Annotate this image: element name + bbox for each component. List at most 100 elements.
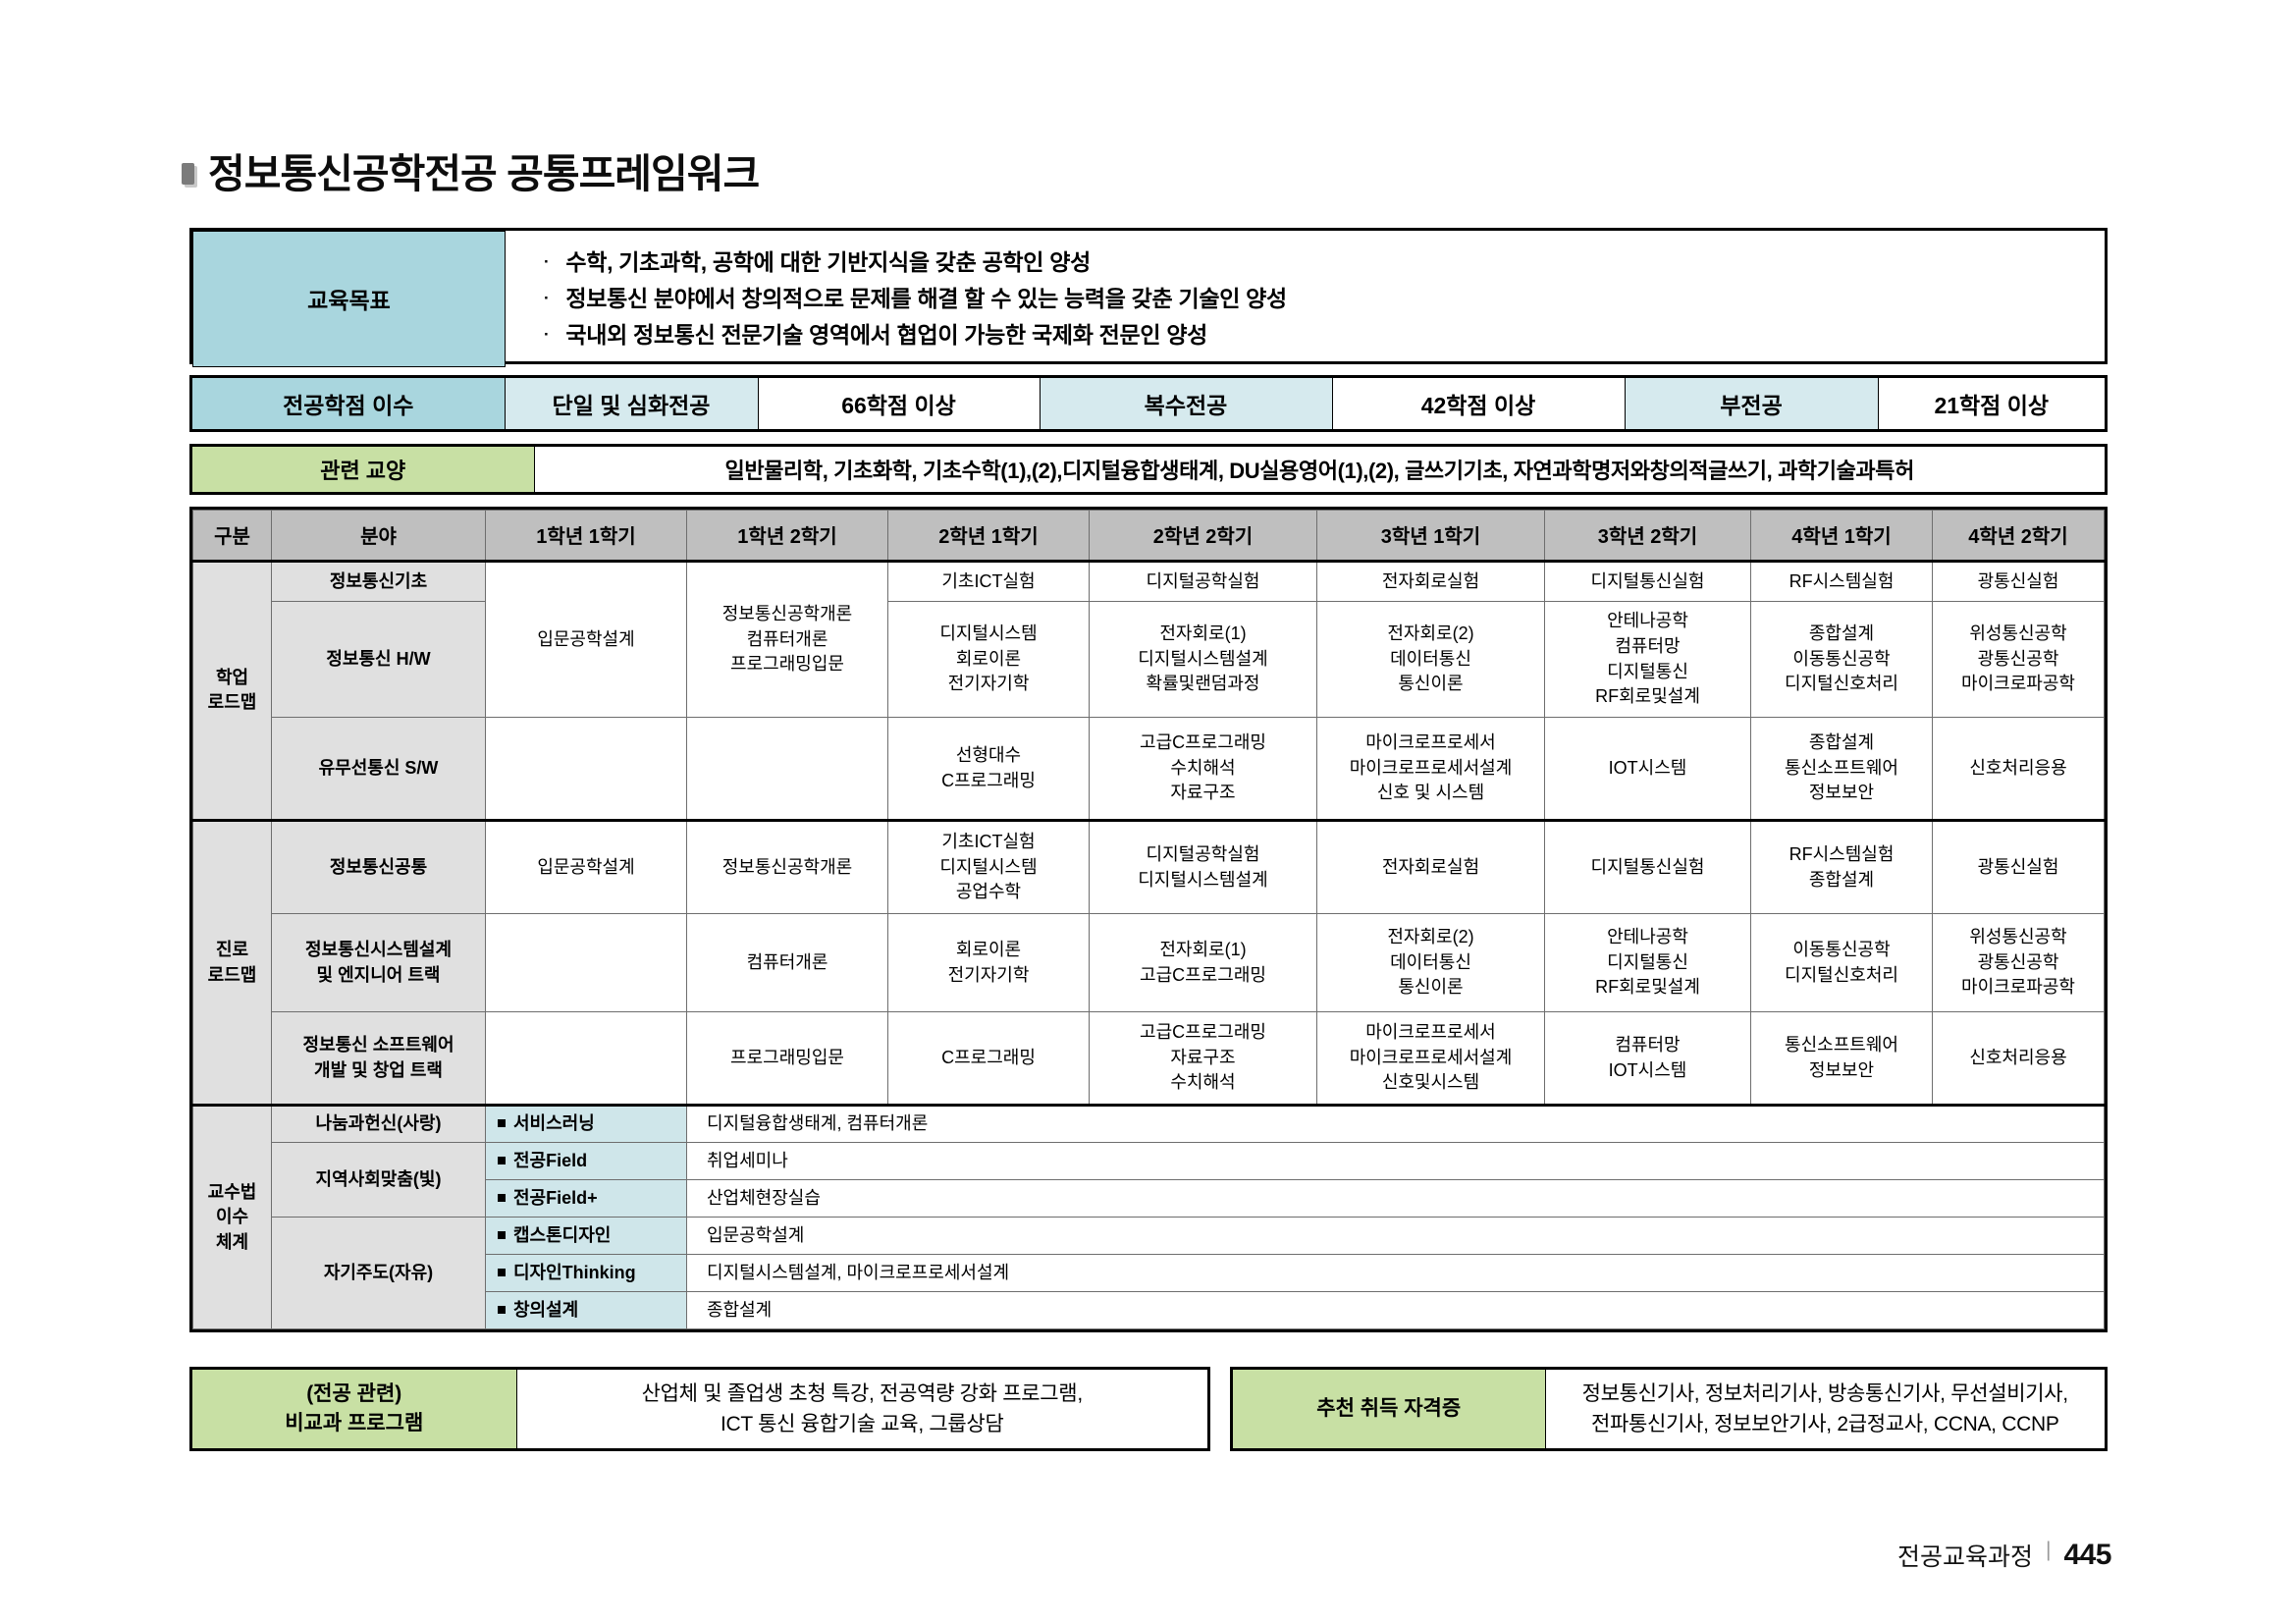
page-title-text: 정보통신공학전공 공통프레임워크 (208, 151, 760, 196)
course-cell: C프로그래밍 (887, 1011, 1090, 1107)
course-cell: 회로이론 전기자기학 (887, 913, 1090, 1012)
credits-entry-name: 부전공 (1625, 378, 1879, 429)
liberal-arts-label: 관련 교양 (192, 447, 535, 492)
field-label-software-track: 정보통신 소프트웨어 개발 및 창업 트랙 (271, 1011, 486, 1107)
label-line: (전공 관련) (306, 1381, 402, 1405)
extracurricular-label: (전공 관련) 비교과 프로그램 (192, 1370, 517, 1448)
group-label-academic-roadmap: 학업 로드맵 (192, 559, 272, 822)
table-row: 정보통신시스템설계 및 엔지니어 트랙 컴퓨터개론 회로이론 전기자기학 전자회… (193, 913, 2105, 1012)
field-label-ict-basics: 정보통신기초 (271, 559, 486, 603)
goal-bullet-icon: · (544, 288, 550, 307)
course-cell: 디지털공학실험 디지털시스템설계 (1089, 819, 1317, 914)
liberal-arts-value: 일반물리학, 기초화학, 기초수학(1),(2),디지털융합생태계, DU실용영… (724, 459, 1915, 483)
credits-entry-value: 42학점 이상 (1332, 378, 1626, 429)
teaching-method-courses: 산업체현장실습 (686, 1179, 2105, 1218)
course-cell: 전자회로(1) 고급C프로그래밍 (1089, 913, 1317, 1012)
teaching-method-courses: 디지털융합생태계, 컴퓨터개론 (686, 1104, 2105, 1143)
certificates-table: 추천 취득 자격증 정보통신기사, 정보처리기사, 방송통신기사, 무선설비기사… (1230, 1367, 2108, 1451)
teaching-method-label: 전공Field (513, 1150, 588, 1170)
teaching-method-name: 전공Field+ (485, 1179, 687, 1218)
course-cell: 입문공학설계 (485, 559, 687, 719)
education-goal-item: · 수학, 기초과학, 공학에 대한 기반지식을 갖춘 공학인 양성 (544, 244, 2104, 281)
course-cell: 고급C프로그래밍 자료구조 수치해석 (1089, 1011, 1317, 1107)
course-cell: 디지털공학실험 (1089, 559, 1317, 603)
certificates-grid: 추천 취득 자격증 정보통신기사, 정보처리기사, 방송통신기사, 무선설비기사… (1233, 1370, 2105, 1448)
footer-page-number: 445 (2063, 1539, 2111, 1571)
course-cell (485, 1011, 687, 1107)
square-bullet-icon (498, 1268, 506, 1276)
course-cell: 선형대수 C프로그래밍 (887, 717, 1090, 821)
teaching-method-name: 서비스러닝 (485, 1104, 687, 1143)
table-row: 디자인Thinking 디지털시스템설계, 마이크로프로세서설계 (193, 1254, 2105, 1292)
teaching-category-self-directed: 자기주도(자유) (271, 1217, 486, 1329)
goal-text: 정보통신 분야에서 창의적으로 문제를 해결 할 수 있는 능력을 갖춘 기술인… (565, 285, 1287, 311)
course-cell (686, 717, 888, 821)
table-row: 진로 로드맵 정보통신공통 입문공학설계 정보통신공학개론 기초ICT실험 디지… (192, 819, 2105, 1106)
course-cell: 통신소프트웨어 정보보안 (1750, 1011, 1933, 1107)
square-bullet-icon (498, 1119, 506, 1128)
course-cell: 마이크로프로세서 마이크로프로세서설계 신호 및 시스템 (1316, 717, 1545, 821)
course-cell: 종합설계 이동통신공학 디지털신호처리 (1750, 601, 1933, 718)
education-goals-list: · 수학, 기초과학, 공학에 대한 기반지식을 갖춘 공학인 양성 · 정보통… (507, 233, 2104, 366)
course-cell: 신호처리응용 (1932, 717, 2105, 821)
course-cell: 안테나공학 컴퓨터망 디지털통신 RF회로및설계 (1544, 601, 1751, 718)
bullet-square-icon (182, 163, 194, 185)
certificates-label: 추천 취득 자격증 (1233, 1370, 1546, 1448)
col-header-y1s1: 1학년 1학기 (485, 510, 687, 562)
teaching-method-label: 전공Field+ (513, 1187, 598, 1208)
teaching-method-courses: 종합설계 (686, 1291, 2105, 1329)
course-cell: 고급C프로그래밍 수치해석 자료구조 (1089, 717, 1317, 821)
extracurricular-grid: (전공 관련) 비교과 프로그램 산업체 및 졸업생 초청 특강, 전공역량 강… (192, 1370, 1207, 1448)
group-label-career-roadmap: 진로 로드맵 (192, 819, 272, 1106)
teaching-method-courses: 디지털시스템설계, 마이크로프로세서설계 (686, 1254, 2105, 1292)
course-cell: RF시스템실험 종합설계 (1750, 819, 1933, 914)
course-cell: 광통신실험 (1932, 819, 2105, 914)
course-cell: 전자회로실험 (1316, 559, 1545, 603)
square-bullet-icon (498, 1230, 506, 1239)
course-cell: 입문공학설계 (485, 819, 687, 914)
course-cell: 광통신실험 (1932, 559, 2105, 603)
table-row: 교수법 이수 체계 나눔과헌신(사랑) 서비스러닝 디지털융합생태계, 컴퓨터개… (192, 1104, 2105, 1329)
course-cell: 기초ICT실험 디지털시스템 공업수학 (887, 819, 1090, 914)
course-line: 정보통신공학개론 컴퓨터개론 프로그래밍입문 (721, 604, 853, 675)
teaching-method-name: 디자인Thinking (485, 1254, 687, 1292)
square-bullet-icon (498, 1305, 506, 1314)
page-title: 정보통신공학전공 공통프레임워크 (182, 140, 760, 199)
credits-entry-name: 단일 및 심화전공 (505, 378, 759, 429)
goal-text: 수학, 기초과학, 공학에 대한 기반지식을 갖춘 공학인 양성 (565, 248, 1091, 275)
table-row: 창의설계 종합설계 (193, 1291, 2105, 1329)
teaching-method-name: 캡스톤디자인 (485, 1217, 687, 1255)
teaching-method-label: 창의설계 (513, 1299, 579, 1320)
col-header-y2s1: 2학년 1학기 (887, 510, 1090, 562)
course-cell: RF시스템실험 (1750, 559, 1933, 603)
field-line: 및 엔지니어 트랙 (316, 964, 441, 985)
col-header-y1s2: 1학년 2학기 (686, 510, 888, 562)
course-cell: 마이크로프로세서 마이크로프로세서설계 신호및시스템 (1316, 1011, 1545, 1107)
field-line: 정보통신 소프트웨어 (302, 1034, 454, 1055)
teaching-method-label: 서비스러닝 (513, 1113, 595, 1134)
goal-text: 국내외 정보통신 전문기술 영역에서 협업이 가능한 국제화 전문인 양성 (565, 322, 1208, 348)
teaching-method-courses: 취업세미나 (686, 1142, 2105, 1180)
label-line: 비교과 프로그램 (285, 1412, 424, 1435)
table-row: 지역사회맞춤(빛) 전공Field 취업세미나 (193, 1142, 2105, 1218)
col-header-y3s2: 3학년 2학기 (1544, 510, 1751, 562)
field-label-ict-hardware: 정보통신 H/W (271, 601, 486, 718)
credits-label: 전공학점 이수 (192, 378, 506, 429)
goal-bullet-icon: · (544, 251, 550, 271)
extracurricular-table: (전공 관련) 비교과 프로그램 산업체 및 졸업생 초청 특강, 전공역량 강… (189, 1367, 1210, 1451)
goal-bullet-icon: · (544, 325, 550, 344)
group-line: 로드맵 (207, 692, 257, 713)
course-cell: 디지털시스템 회로이론 전기자기학 (887, 601, 1090, 718)
education-goals-grid: 교육목표 · 수학, 기초과학, 공학에 대한 기반지식을 갖춘 공학인 양성 … (192, 231, 2105, 367)
group-line: 교수법 (207, 1181, 257, 1202)
course-cell: 컴퓨터개론 (686, 913, 888, 1012)
credits-entry-value: 66학점 이상 (758, 378, 1041, 429)
group-line: 학업 (215, 667, 249, 687)
square-bullet-icon (498, 1193, 506, 1202)
credits-entry-name: 복수전공 (1040, 378, 1333, 429)
col-header-y4s2: 4학년 2학기 (1932, 510, 2105, 562)
field-line: 정보통신시스템설계 (304, 939, 453, 959)
course-cell (485, 913, 687, 1012)
education-goal-item: · 국내외 정보통신 전문기술 영역에서 협업이 가능한 국제화 전문인 양성 (544, 317, 2104, 353)
